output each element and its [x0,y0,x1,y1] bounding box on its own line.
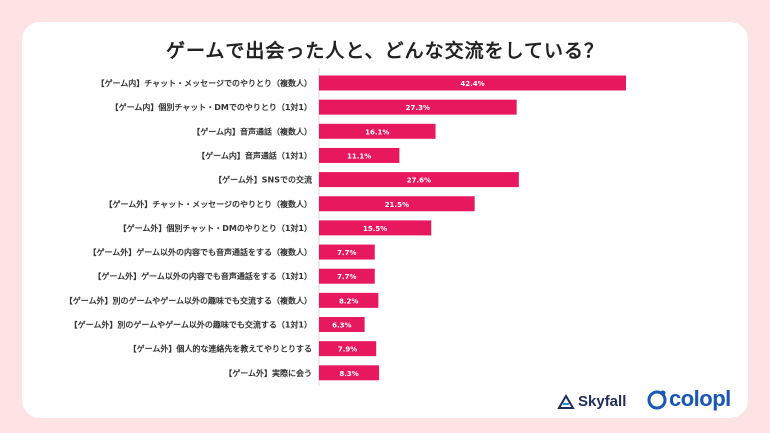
skyfall-icon [557,393,575,409]
category-label: 【ゲーム外】個別チャット・DMのやりとり（1対1） [119,223,312,233]
bar [319,99,517,115]
bar [319,196,475,212]
value-label: 7.9% [338,346,357,354]
bar [319,123,436,139]
bar [319,341,377,357]
value-label: 7.7% [337,273,356,281]
chart-title: ゲームで出会った人と、どんな交流をしている？ [165,40,605,62]
bar [319,292,379,308]
category-label: 【ゲーム外】別のゲームやゲーム以外の趣味でも交流する（1対1） [70,320,312,330]
value-label: 8.3% [339,370,358,378]
category-label: 【ゲーム内】個別チャット・DMでのやりとり（1対1） [111,102,312,112]
category-label: 【ゲーム外】SNSでの交流 [214,175,312,185]
bar [319,317,365,332]
value-label: 42.4% [460,80,484,88]
value-label: 15.5% [363,225,387,233]
bar [319,75,626,91]
bar [319,365,380,381]
category-label: 【ゲーム外】チャット・メッセージのやりとり（複数人） [104,199,312,209]
bar [319,244,375,260]
bar [319,172,519,188]
category-label: 【ゲーム内】音声通話（複数人） [192,126,312,136]
value-label: 27.6% [407,177,431,185]
value-label: 7.7% [337,249,356,257]
category-label: 【ゲーム外】実際に会う [224,368,312,378]
value-label: 6.3% [332,322,351,330]
value-label: 8.2% [339,297,358,305]
value-label: 11.1% [347,152,371,160]
colopl-logo: colopl [646,386,731,412]
category-label: 【ゲーム外】ゲーム以外の内容でも音声通話をする（1対1） [93,271,312,281]
colopl-logo-text: colopl [669,386,731,411]
category-label: 【ゲーム外】別のゲームやゲーム以外の趣味でも交流する（複数人） [65,295,312,305]
bar [319,220,432,236]
skyfall-logo: Skyfall [557,393,626,410]
category-label: 【ゲーム内】音声通話（1対1） [197,150,312,160]
value-label: 16.1% [365,128,389,136]
bar [319,147,400,163]
colopl-icon [647,390,667,410]
category-label: 【ゲーム内】チャット・メッセージでのやりとり（複数人） [96,78,312,88]
category-label: 【ゲーム外】ゲーム以外の内容でも音声通話をする（複数人） [88,247,312,257]
value-label: 27.3% [406,104,430,112]
value-label: 21.5% [385,201,409,209]
skyfall-logo-text: Skyfall [578,393,627,410]
category-label: 【ゲーム外】個人的な連絡先を教えてやりとりする [129,344,312,354]
bar [319,268,375,284]
